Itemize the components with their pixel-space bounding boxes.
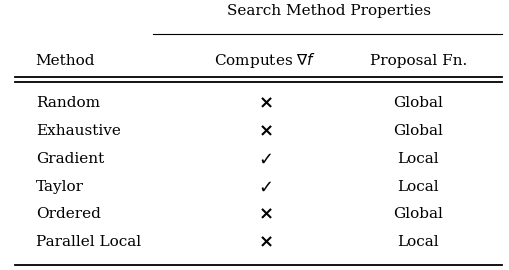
Text: Global: Global	[392, 207, 442, 221]
Text: $\boldsymbol{\checkmark}$: $\boldsymbol{\checkmark}$	[258, 178, 272, 195]
Text: Proposal Fn.: Proposal Fn.	[369, 54, 466, 68]
Text: Local: Local	[397, 180, 438, 194]
Text: $\boldsymbol{\times}$: $\boldsymbol{\times}$	[257, 205, 272, 223]
Text: $\boldsymbol{\times}$: $\boldsymbol{\times}$	[257, 233, 272, 251]
Text: Gradient: Gradient	[36, 152, 104, 166]
Text: Global: Global	[392, 124, 442, 138]
Text: $\boldsymbol{\times}$: $\boldsymbol{\times}$	[257, 122, 272, 140]
Text: $\boldsymbol{\checkmark}$: $\boldsymbol{\checkmark}$	[258, 150, 272, 168]
Text: Global: Global	[392, 96, 442, 110]
Text: Taylor: Taylor	[36, 180, 83, 194]
Text: Exhaustive: Exhaustive	[36, 124, 120, 138]
Text: Local: Local	[397, 235, 438, 249]
Text: Local: Local	[397, 152, 438, 166]
Text: Method: Method	[36, 54, 95, 68]
Text: $\boldsymbol{\times}$: $\boldsymbol{\times}$	[257, 94, 272, 112]
Text: Ordered: Ordered	[36, 207, 100, 221]
Text: Random: Random	[36, 96, 99, 110]
Text: Computes $\nabla f$: Computes $\nabla f$	[214, 51, 316, 70]
Text: Parallel Local: Parallel Local	[36, 235, 140, 249]
Text: Search Method Properties: Search Method Properties	[227, 4, 430, 18]
